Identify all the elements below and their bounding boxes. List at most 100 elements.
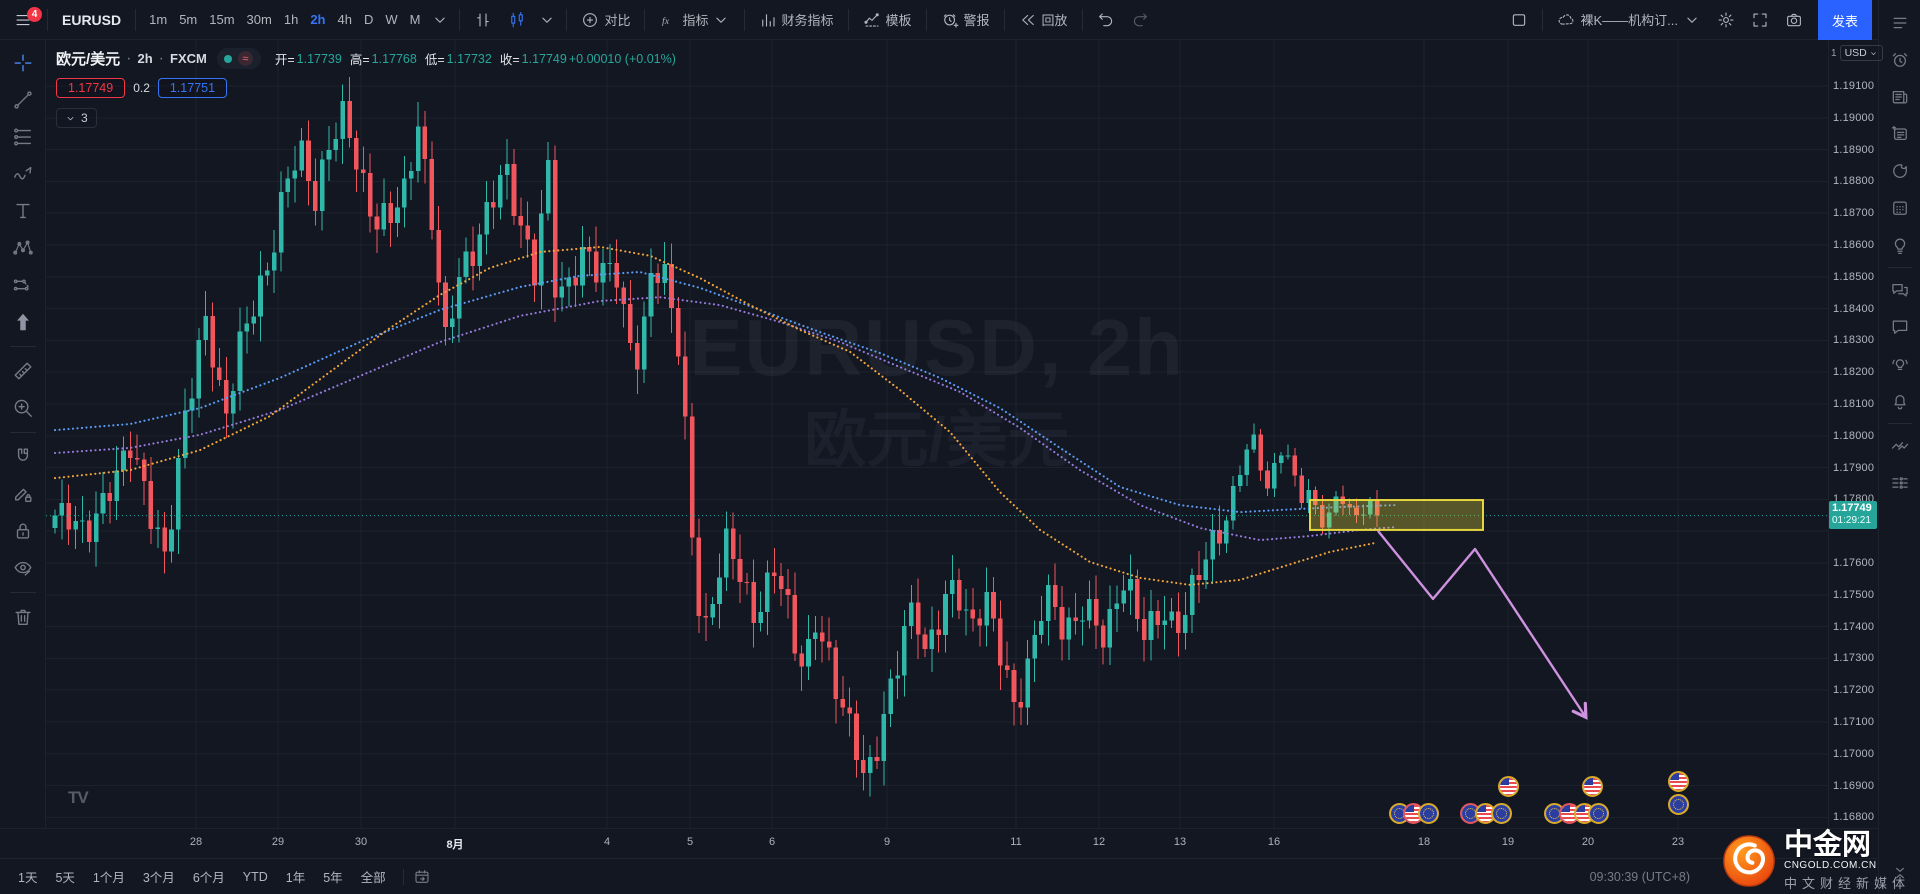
tool-ruler[interactable] <box>6 354 40 388</box>
compare-button[interactable]: 对比 <box>574 6 637 34</box>
fullscreen-button[interactable] <box>1744 6 1776 34</box>
chart-canvas[interactable] <box>46 40 1828 828</box>
sidebar-streams-button[interactable] <box>1885 349 1915 379</box>
layout-select-button[interactable] <box>1503 6 1535 34</box>
tool-magnet[interactable] <box>6 440 40 474</box>
template-button[interactable]: 模板 <box>856 6 919 34</box>
timeframe-15m[interactable]: 15m <box>209 12 235 27</box>
range-1个月[interactable]: 1个月 <box>92 871 125 885</box>
economic-event-eu-flag-icon[interactable] <box>1417 802 1439 824</box>
clock[interactable]: 09:30:39 (UTC+8) <box>1589 869 1690 884</box>
timeframe-4h[interactable]: 4h <box>337 12 352 27</box>
panel-collapse-button[interactable] <box>1885 858 1915 888</box>
cloud-layout-button[interactable]: 裸K——机构订... <box>1550 6 1708 34</box>
legend-symbol[interactable]: 欧元/美元 <box>56 51 121 68</box>
economic-event-eu-flag-icon[interactable] <box>1667 793 1689 815</box>
price-tick: 1.16900 <box>1833 779 1875 792</box>
range-1天[interactable]: 1天 <box>18 871 38 885</box>
top-toolbar: 4 EURUSD 1m 5m 15m 30m 1h 2h 4h D W M 对比 fx 指标 财务指… <box>0 0 1878 40</box>
timeframe-30m[interactable]: 30m <box>246 12 272 27</box>
sidebar-alerts-button[interactable] <box>1885 45 1915 75</box>
symbol-search-button[interactable]: EURUSD <box>62 11 122 28</box>
economic-event-eu-flag-icon[interactable] <box>1587 802 1609 824</box>
tool-arrow-up[interactable] <box>6 305 40 339</box>
goto-date-button[interactable] <box>413 868 431 886</box>
replay-button[interactable]: 回放 <box>1012 6 1075 34</box>
tool-lock-drawings[interactable] <box>6 514 40 548</box>
sidebar-object-tree-button[interactable] <box>1885 468 1915 498</box>
sidebar-data-window-button[interactable] <box>1885 119 1915 149</box>
buy-button[interactable]: 1.17751 <box>157 78 228 98</box>
range-YTD[interactable]: YTD <box>242 869 268 884</box>
candle-style-button[interactable] <box>501 6 533 34</box>
tool-forecast[interactable] <box>6 268 40 302</box>
economic-event-us-flag-icon[interactable] <box>1474 802 1496 824</box>
tool-crosshair[interactable] <box>6 46 40 80</box>
range-5天[interactable]: 5天 <box>55 871 75 885</box>
timeframe-1m[interactable]: 1m <box>149 12 168 27</box>
timeframe-m[interactable]: M <box>409 12 421 27</box>
toolbar-divider <box>743 8 745 31</box>
timeframe-more-button[interactable] <box>428 6 452 34</box>
market-status-pill[interactable]: ≈ <box>216 48 261 69</box>
publish-button[interactable]: 发表 <box>1817 0 1872 40</box>
current-price-badge[interactable]: 1.17749 01:29:21 <box>1829 501 1877 529</box>
sidebar-news-button[interactable] <box>1885 82 1915 112</box>
time-axis[interactable]: 28 29 30 8月 4 5 6 9 11 12 13 16 18 19 20 23 <box>0 828 1878 858</box>
timeframe-w[interactable]: W <box>385 12 398 27</box>
range-全部[interactable]: 全部 <box>360 871 386 885</box>
tool-drawing-mode[interactable] <box>6 477 40 511</box>
timeframe-1h[interactable]: 1h <box>283 12 299 27</box>
tool-zoom-in[interactable] <box>6 391 40 425</box>
range-6个月[interactable]: 6个月 <box>192 871 225 885</box>
chart-settings-button[interactable] <box>1710 6 1742 34</box>
chart-area[interactable]: EURUSD, 2h 欧元/美元 欧元/美元 · 2h · FXCM ≈ <box>46 40 1828 828</box>
tool-wave[interactable] <box>6 157 40 191</box>
bar-style-button[interactable] <box>467 6 499 34</box>
price-axis[interactable]: 1 USD 1.17749 01:29:21 1.19100 1.19000 1.1… <box>1828 40 1883 828</box>
legend-interval[interactable]: 2h <box>137 51 153 66</box>
redo-button[interactable] <box>1124 6 1156 34</box>
tool-trend-line[interactable] <box>6 83 40 117</box>
economic-event-us-flag-icon[interactable] <box>1497 775 1519 797</box>
economic-event-us-flag-icon[interactable] <box>1581 775 1603 797</box>
sidebar-hotlist-button[interactable] <box>1885 156 1915 186</box>
legend-exchange[interactable]: FXCM <box>170 51 207 66</box>
tool-xabcd-pattern[interactable] <box>6 231 40 265</box>
economic-event-us-flag-icon[interactable] <box>1402 802 1424 824</box>
range-1年[interactable]: 1年 <box>285 871 306 885</box>
tool-text[interactable] <box>6 194 40 228</box>
range-3个月[interactable]: 3个月 <box>142 871 175 885</box>
style-more-button[interactable] <box>535 6 559 34</box>
undo-button[interactable] <box>1090 6 1122 34</box>
sidebar-calendar-button[interactable] <box>1885 193 1915 223</box>
timeframe-d[interactable]: D <box>363 12 374 27</box>
sidebar-technicals-button[interactable] <box>1885 431 1915 461</box>
sidebar-ideas-button[interactable] <box>1885 230 1915 260</box>
sidebar-chats-button[interactable] <box>1885 275 1915 305</box>
sidebar-notifications-button[interactable] <box>1885 386 1915 416</box>
indicators-collapse-badge[interactable]: 3 <box>56 108 97 128</box>
timeframe-5m[interactable]: 5m <box>179 12 198 27</box>
time-tick: 12 <box>1092 836 1106 848</box>
alert-button[interactable]: 警报 <box>934 6 997 34</box>
sell-button[interactable]: 1.17749 <box>56 78 126 98</box>
tool-hide-drawings[interactable] <box>6 551 40 585</box>
financials-button[interactable]: 财务指标 <box>752 6 841 34</box>
sidebar-watchlist-button[interactable] <box>1885 8 1915 38</box>
currency-selector[interactable]: USD <box>1839 45 1883 61</box>
tool-delete-drawings[interactable] <box>6 600 40 634</box>
right-sidebar <box>1878 0 1920 894</box>
economic-event-eu-flag-icon[interactable] <box>1490 802 1512 824</box>
indicators-button[interactable]: fx 指标 <box>652 6 736 34</box>
tool-fib-retracement[interactable] <box>6 120 40 154</box>
snapshot-button[interactable] <box>1778 6 1810 34</box>
range-5年[interactable]: 5年 <box>323 871 343 885</box>
economic-event-us-flag-icon[interactable] <box>1667 770 1689 792</box>
tradingview-logo[interactable]: TV <box>68 788 89 807</box>
price-tick: 1.18100 <box>1833 398 1875 410</box>
timeframe-2h[interactable]: 2h <box>310 12 326 27</box>
toolbar-divider <box>1003 8 1005 31</box>
main-menu-button[interactable]: 4 <box>6 6 42 34</box>
sidebar-private-chat-button[interactable] <box>1885 312 1915 342</box>
